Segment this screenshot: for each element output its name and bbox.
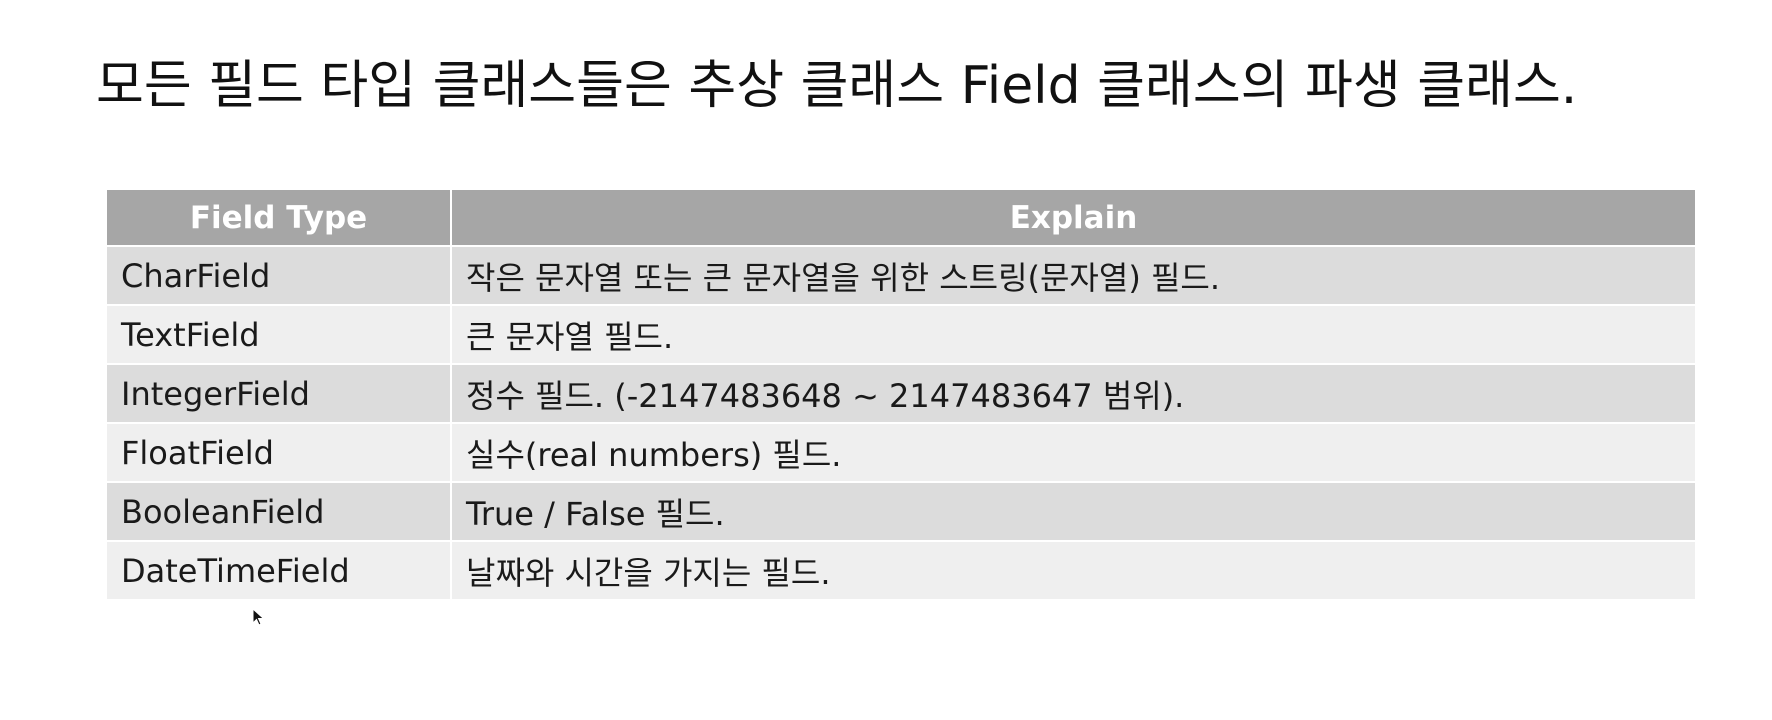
field-type-cell: IntegerField bbox=[107, 364, 452, 424]
field-type-cell: DateTimeField bbox=[107, 541, 452, 601]
field-type-cell: FloatField bbox=[107, 423, 452, 483]
field-type-cell: BooleanField bbox=[107, 482, 452, 542]
field-type-table: Field Type Explain CharField 작은 문자열 또는 큰… bbox=[107, 190, 1695, 601]
explain-cell: 실수(real numbers) 필드. bbox=[451, 423, 1695, 483]
table-row: IntegerField 정수 필드. (-2147483648 ~ 21474… bbox=[107, 364, 1695, 424]
header-explain: Explain bbox=[451, 190, 1695, 247]
table-row: BooleanField True / False 필드. bbox=[107, 482, 1695, 542]
slide-title: 모든 필드 타입 클래스들은 추상 클래스 Field 클래스의 파생 클래스. bbox=[96, 56, 1578, 116]
table-row: DateTimeField 날짜와 시간을 가지는 필드. bbox=[107, 541, 1695, 601]
table-row: CharField 작은 문자열 또는 큰 문자열을 위한 스트링(문자열) 필… bbox=[107, 246, 1695, 306]
explain-cell: 작은 문자열 또는 큰 문자열을 위한 스트링(문자열) 필드. bbox=[451, 246, 1695, 306]
explain-cell: 정수 필드. (-2147483648 ~ 2147483647 범위). bbox=[451, 364, 1695, 424]
table-header-row: Field Type Explain bbox=[107, 190, 1695, 247]
explain-cell: True / False 필드. bbox=[451, 482, 1695, 542]
mouse-pointer-icon bbox=[252, 608, 265, 626]
explain-cell: 큰 문자열 필드. bbox=[451, 305, 1695, 365]
field-type-cell: TextField bbox=[107, 305, 452, 365]
field-type-cell: CharField bbox=[107, 246, 452, 306]
table-row: TextField 큰 문자열 필드. bbox=[107, 305, 1695, 365]
table-row: FloatField 실수(real numbers) 필드. bbox=[107, 423, 1695, 483]
header-field-type: Field Type bbox=[107, 190, 452, 247]
explain-cell: 날짜와 시간을 가지는 필드. bbox=[451, 541, 1695, 601]
